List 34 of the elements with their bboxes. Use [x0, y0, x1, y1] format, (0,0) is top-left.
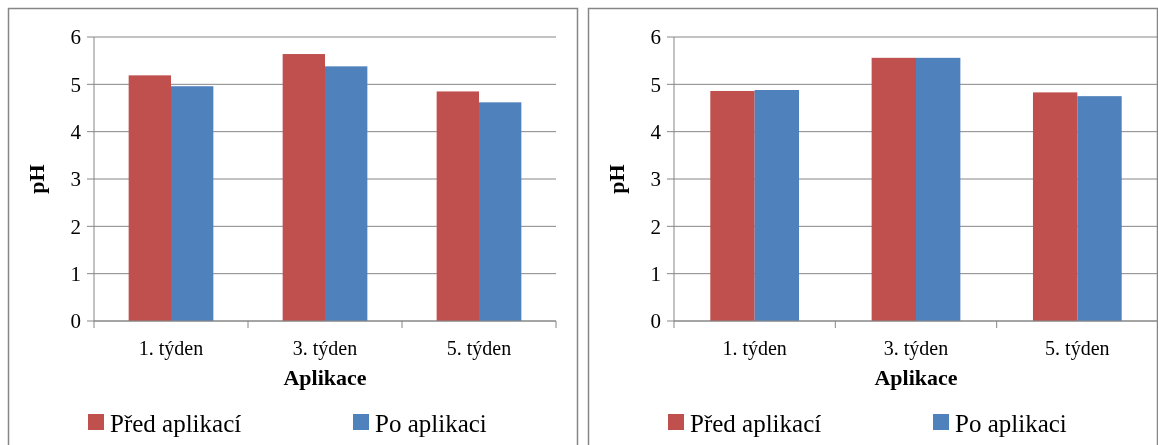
y-tick-label: 2	[650, 214, 661, 239]
x-tick-label: 3. týden	[883, 337, 949, 360]
bar	[282, 54, 325, 321]
x-tick-label: 5. týden	[446, 337, 512, 360]
bar	[479, 102, 522, 321]
bar	[171, 86, 214, 321]
x-axis-title: Aplikace	[283, 365, 367, 390]
y-tick-label: 1	[70, 262, 81, 287]
y-tick-label: 5	[650, 72, 661, 97]
y-axis-title: pH	[24, 164, 49, 194]
x-tick-label: 3. týden	[292, 337, 358, 360]
y-tick-label: 4	[70, 120, 82, 145]
legend-label: Po aplikaci	[955, 409, 1067, 437]
legend-label: Před aplikací	[690, 409, 822, 437]
y-tick-label: 3	[650, 167, 661, 192]
bar	[436, 91, 479, 321]
legend-label: Po aplikaci	[375, 409, 487, 437]
y-tick-label: 0	[650, 309, 661, 334]
y-tick-label: 6	[650, 25, 661, 50]
y-tick-label: 5	[70, 72, 81, 97]
y-tick-label: 0	[70, 309, 81, 334]
x-tick-label: 5. týden	[1045, 337, 1110, 360]
bar	[325, 66, 368, 321]
y-tick-label: 4	[650, 120, 662, 145]
y-tick-label: 6	[70, 25, 81, 50]
y-tick-label: 2	[70, 214, 81, 239]
bar	[128, 75, 171, 321]
y-tick-label: 1	[650, 262, 661, 287]
y-axis-title: pH	[604, 164, 629, 194]
x-axis-title: Aplikace	[874, 365, 958, 390]
legend-label: Před aplikací	[110, 409, 242, 437]
x-tick-label: 1. týden	[722, 337, 787, 360]
y-tick-label: 3	[70, 167, 81, 192]
x-tick-label: 1. týden	[138, 337, 204, 360]
